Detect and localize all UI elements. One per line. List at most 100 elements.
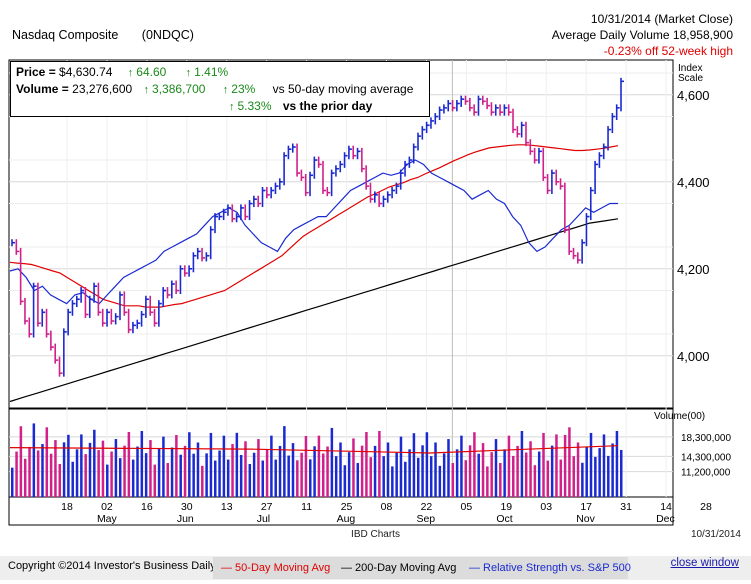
volume-bar (581, 462, 584, 497)
volume-row: Volume = 23,276,600 ↑ 3,386,700 ↑ 23% vs 5… (16, 82, 413, 96)
scale-label-line2: Scale (678, 73, 704, 84)
date-tick-label: 08 (381, 501, 393, 513)
volume-bar (460, 435, 463, 497)
volume-bar (451, 463, 455, 497)
up-arrow-icon: ↑ (222, 84, 229, 96)
volume-bar (542, 432, 545, 497)
avg-volume: Average Daily Volume 18,958,900 (551, 28, 733, 42)
price-value: $4,630.74 (59, 65, 113, 79)
volume-bar (412, 433, 416, 497)
volume-bar (326, 446, 329, 497)
volume-bar (218, 450, 221, 497)
volume-bar (300, 452, 303, 497)
date-tick-label: 16 (141, 501, 153, 513)
ibd-charts-label: IBD Charts (351, 529, 400, 540)
volume-bar (192, 453, 195, 497)
volume-bar (175, 435, 178, 497)
volume-bar (399, 436, 403, 497)
volume-bar (352, 438, 355, 497)
date-tick-label: 17 (580, 501, 592, 513)
volume-bar (179, 454, 182, 497)
volume-bar (106, 464, 109, 497)
date-tick-label: 05 (461, 501, 473, 513)
volume-bar (594, 456, 597, 497)
volume-bar (248, 464, 252, 497)
volume-bar (417, 457, 420, 497)
volume-bar (19, 426, 23, 497)
volume-tick-label: 11,200,000 (681, 468, 731, 479)
volume-bar (252, 452, 256, 497)
volume-bar (62, 442, 66, 497)
month-label: Jun (177, 513, 194, 525)
volume-bar (222, 435, 226, 497)
volume-bar (434, 442, 437, 497)
volume-bar (347, 452, 351, 497)
volume-bar (15, 451, 18, 497)
volume-bar (274, 459, 277, 497)
price-change: 64.60 (136, 65, 167, 79)
price-tick-label: 4,000 (677, 349, 710, 364)
volume-bar (378, 431, 381, 497)
volume-bar (93, 429, 96, 497)
volume-label: Volume = (16, 82, 73, 96)
price-row: Price = $4,630.74 ↑ 64.60 ↑ 1.41% (16, 65, 228, 79)
volume-bar (499, 463, 502, 497)
volume-bar (615, 431, 619, 497)
volume-bar (67, 434, 70, 497)
volume-bar (28, 446, 31, 497)
date-tick-label: 03 (540, 501, 552, 513)
volume-prior-text: vs the prior day (282, 99, 373, 113)
date-tick-label: 25 (341, 501, 353, 513)
volume-bar (425, 432, 429, 497)
volume-bar (598, 448, 601, 497)
volume-bar (309, 459, 312, 497)
volume-bar (75, 449, 79, 497)
volume-axis-label: Volume(00) (654, 411, 706, 422)
volume-bar (291, 443, 295, 497)
index-scale-label: Index Scale (678, 64, 703, 84)
quote-date: 10/31/2014 (Market Close) (590, 12, 733, 26)
volume-bar (404, 461, 407, 497)
volume-tick-label: 14,300,000 (681, 452, 731, 463)
volume-bar (209, 432, 213, 497)
volume-bar (201, 465, 204, 497)
volume-bar (317, 435, 321, 497)
up-arrow-icon: ↑ (229, 101, 235, 113)
volume-bar (88, 442, 92, 497)
volume-bar (278, 445, 282, 497)
month-label: Sep (416, 513, 435, 525)
volume-bar (620, 449, 623, 497)
date-tick-label: 27 (261, 501, 273, 513)
volume-bar (555, 434, 558, 497)
volume-bar (214, 460, 217, 497)
close-window-link[interactable]: close window (670, 557, 739, 569)
volume-bar (287, 455, 290, 497)
price-panel (8, 59, 674, 409)
volume-prior-row: ↑ 5.33% vs the prior day (229, 99, 372, 113)
volume-bar (360, 445, 364, 497)
volume-bar (576, 442, 580, 497)
month-label: Aug (337, 513, 356, 525)
volume-bar (572, 456, 575, 497)
volume-ma-line (9, 445, 619, 454)
volume-bar (270, 435, 273, 497)
up-arrow-icon: ↑ (127, 67, 134, 79)
volume-bar (265, 449, 269, 497)
volume-bar (313, 446, 316, 497)
volume-bar (296, 460, 299, 497)
header-stats: 10/31/2014 (Market Close) Average Daily … (552, 11, 733, 59)
price-tick-label: 4,400 (677, 175, 710, 190)
volume-bar (386, 442, 390, 497)
volume-bar (170, 447, 174, 497)
volume-bar (395, 452, 398, 497)
volume-bar (442, 453, 446, 497)
volume-bar (524, 452, 528, 497)
volume-bar (568, 427, 571, 497)
volume-bar (80, 434, 83, 497)
volume-bar (373, 445, 377, 497)
volume-bar (563, 434, 567, 497)
date-tick-label: 19 (500, 501, 512, 513)
volume-bar (45, 427, 49, 497)
volume-bar (54, 440, 57, 497)
volume-ma-text: vs 50-day moving average (272, 82, 414, 96)
